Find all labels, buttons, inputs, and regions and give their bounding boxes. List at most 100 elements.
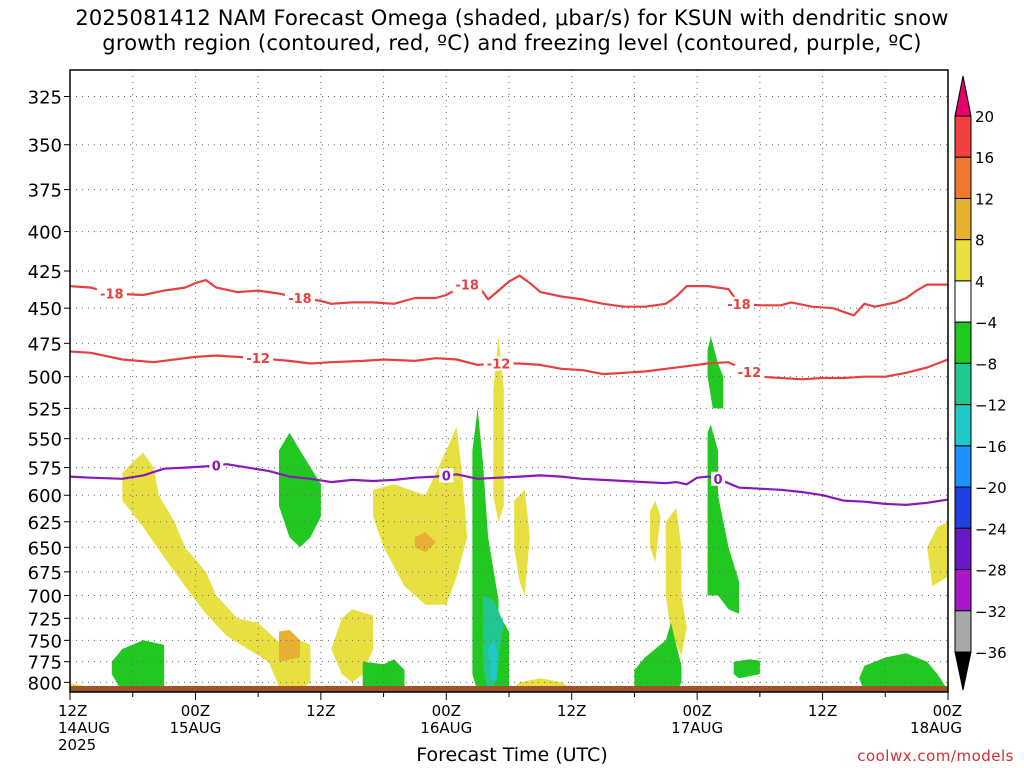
omega-region-18 (707, 424, 739, 614)
y-tick-label-400: 400 (28, 223, 62, 244)
colorbar-bin-6 (954, 362, 972, 406)
x-tick-label-0-2: 2025 (58, 736, 96, 754)
contour-label-bg-0-2 (452, 277, 483, 292)
contour-label-0-2: -18 (455, 279, 479, 294)
x-tick-label-36-1: 16AUG (420, 719, 472, 737)
omega-region-23 (488, 640, 499, 683)
colorbar-bin-7 (954, 404, 972, 447)
y-tick-label-650: 650 (28, 538, 62, 559)
y-tick-label-750: 750 (28, 631, 62, 652)
omega-region-10 (279, 629, 300, 662)
contour-label-0-1: -18 (288, 292, 312, 307)
colorbar-bin-11 (954, 569, 972, 612)
y-tick-label-425: 425 (28, 262, 62, 283)
colorbar-label-8: −16 (975, 438, 1007, 456)
omega-region-1 (331, 609, 374, 683)
colorbar-arrow-top (954, 75, 972, 117)
x-tick-label-60-0: 00Z (682, 702, 711, 720)
colorbar-label-6: −8 (975, 355, 997, 373)
x-tick-label-72-0: 12Z (808, 702, 837, 720)
omega-region-5 (650, 500, 661, 563)
omega-region-20 (733, 659, 760, 679)
y-tick-label-500: 500 (28, 368, 62, 389)
contour-label-1-1: -12 (487, 358, 511, 373)
contour-label-1-0: -12 (246, 352, 270, 367)
contour-label-2-1: 0 (442, 469, 451, 484)
colorbar-label-5: −4 (975, 314, 997, 332)
omega-region-2 (373, 426, 468, 605)
x-tick-label-60-1: 17AUG (671, 719, 723, 737)
colorbar-bin-9 (954, 486, 972, 529)
omega-region-0 (122, 452, 311, 691)
contour-label-bg-2-0 (209, 458, 224, 473)
colorbar-label-1: 16 (975, 149, 994, 167)
colorbar-label-12: −32 (975, 603, 1007, 621)
x-axis-label: Forecast Time (UTC) (416, 744, 608, 766)
contour-label-bg-0-3 (723, 296, 754, 311)
y-tick-label-575: 575 (28, 459, 62, 480)
x-tick-label-0-0: 12Z (58, 702, 87, 720)
contour-label-bg-2-2 (711, 471, 726, 486)
colorbar-bin-3 (954, 239, 972, 282)
y-tick-label-325: 325 (28, 88, 62, 109)
omega-region-19 (707, 336, 724, 409)
x-tick-label-84-0: 00Z (933, 702, 962, 720)
colorbar-label-13: −36 (975, 644, 1007, 662)
colorbar: 20 16 12 8 4 −4 −8 −12 −16 −20 −24 −28 −32 −36 (954, 75, 1007, 691)
colorbar-label-0: 20 (975, 108, 994, 126)
chart-title: 2025081412 NAM Forecast Omega (shaded, μ… (0, 6, 1024, 56)
omega-region-7 (927, 521, 948, 587)
y-tick-label-775: 775 (28, 653, 62, 674)
x-tick-label-0-1: 14AUG (58, 719, 110, 737)
omega-region-4 (514, 489, 530, 596)
omega-region-21 (859, 653, 948, 692)
colorbar-label-3: 8 (975, 232, 985, 250)
y-tick-label-475: 475 (28, 334, 62, 355)
omega-region-6 (665, 508, 687, 656)
contour-label-bg-0-1 (284, 290, 315, 305)
chart-title-line1: 2025081412 NAM Forecast Omega (shaded, μ… (75, 6, 949, 30)
x-tick-label-24-0: 12Z (306, 702, 335, 720)
omega-region-3 (493, 336, 504, 522)
contour-label-0-0: -18 (100, 288, 124, 303)
colorbar-bin-5 (954, 321, 972, 364)
colorbar-bin-4 (954, 280, 972, 323)
y-tick-label-550: 550 (28, 430, 62, 451)
x-tick-label-36-0: 00Z (432, 702, 461, 720)
contours: -18 -18 -18 -18 -12 -12 -12 0 0 0 (69, 274, 949, 506)
colorbar-label-10: −24 (975, 520, 1007, 538)
colorbar-label-2: 12 (975, 190, 994, 208)
y-tick-label-600: 600 (28, 486, 62, 507)
colorbar-arrow-bottom (954, 651, 972, 691)
contour-label-bg-1-1 (483, 356, 514, 371)
y-tick-label-525: 525 (28, 399, 62, 420)
x-tick-label-12-0: 00Z (181, 702, 210, 720)
y-tick-label-375: 375 (28, 181, 62, 202)
omega-region-14 (362, 659, 405, 692)
omega-region-13 (279, 432, 321, 548)
omega-region-12 (111, 640, 165, 692)
contour-label-2-2: 0 (714, 473, 723, 488)
y-tick-label-625: 625 (28, 513, 62, 534)
colorbar-bin-1 (954, 156, 972, 199)
contour-label-bg-0-0 (96, 286, 127, 301)
colorbar-bin-2 (954, 197, 972, 241)
y-tick-label-450: 450 (28, 299, 62, 320)
colorbar-label-9: −20 (975, 479, 1007, 497)
colorbar-label-11: −28 (975, 562, 1007, 580)
colorbar-label-7: −12 (975, 397, 1007, 415)
y-axis: 325 350 375 400 425 450 475 500 525 550 575 600 625 6… (28, 88, 70, 694)
contour-label-bg-2-1 (439, 468, 454, 483)
y-tick-label-800: 800 (28, 673, 62, 694)
gridlines (70, 70, 948, 692)
chart-title-line2: growth region (contoured, red, ºC) and f… (102, 31, 922, 55)
colorbar-label-4: 4 (975, 273, 985, 291)
colorbar-bin-12 (954, 610, 972, 653)
contour-label-0-3: -18 (727, 298, 751, 313)
colorbar-bin-8 (954, 445, 972, 488)
contour-line-0 (69, 274, 948, 317)
colorbar-bin-10 (954, 527, 972, 571)
x-tick-label-84-1: 18AUG (910, 719, 962, 737)
